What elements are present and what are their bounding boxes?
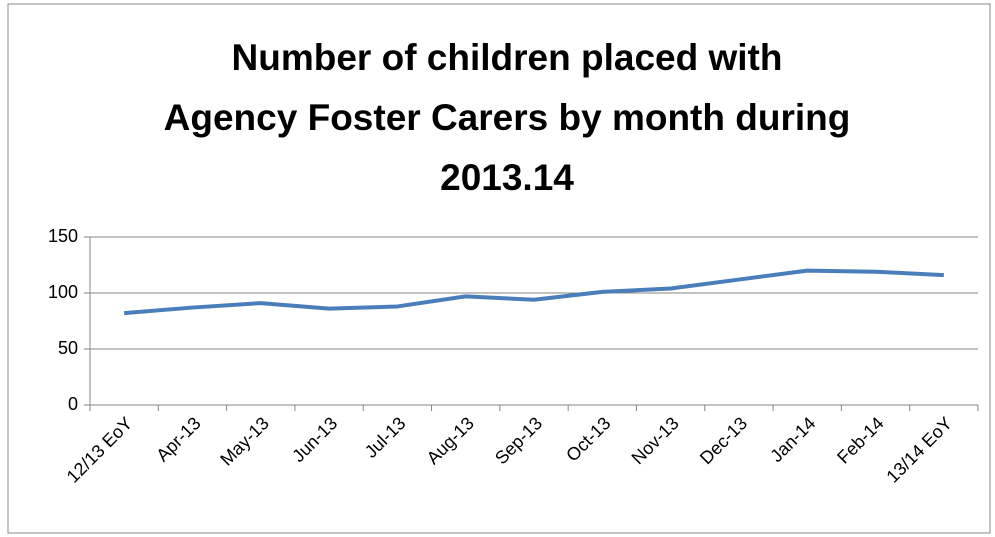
- chart-title: 2013.14: [440, 157, 574, 198]
- chart-title: Agency Foster Carers by month during: [164, 97, 851, 138]
- y-tick-label: 50: [58, 338, 78, 358]
- y-tick-label: 100: [48, 282, 78, 302]
- y-tick-label: 150: [48, 226, 78, 246]
- line-series: [123, 268, 944, 316]
- y-tick-label: 0: [68, 394, 78, 414]
- chart-frame: [7, 3, 991, 534]
- chart-title: Number of children placed with: [232, 37, 783, 78]
